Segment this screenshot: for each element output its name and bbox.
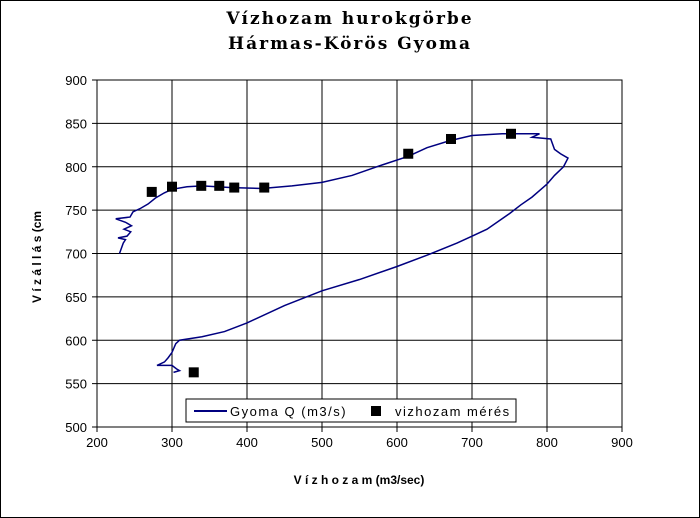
measurement-marker: [188, 367, 199, 378]
measurement-marker: [259, 182, 270, 193]
chart-subtitle: Hármas-Körös Gyoma: [228, 34, 472, 54]
x-tick-label: 400: [236, 435, 258, 450]
legend-label-gyoma-q: Gyoma Q (m3/s): [230, 404, 347, 419]
x-tick-label: 800: [536, 435, 558, 450]
y-tick-label: 650: [65, 290, 87, 305]
y-tick-label: 700: [65, 247, 87, 262]
x-tick-label: 500: [311, 435, 333, 450]
measurement-marker: [196, 180, 207, 191]
y-tick-label: 750: [65, 203, 87, 218]
measurement-marker: [506, 128, 516, 139]
plot-area-border: [96, 79, 623, 428]
x-axis-label: V í z h o z a m (m3/sec): [294, 473, 425, 487]
measurement-marker: [229, 182, 240, 193]
x-tick-label: 200: [86, 435, 108, 450]
legend-label-meres: vizhozam mérés: [395, 404, 511, 419]
y-tick-label: 850: [65, 116, 87, 131]
measurement-marker: [403, 148, 414, 159]
y-tick-label: 500: [65, 420, 87, 435]
measurement-marker: [446, 133, 456, 144]
measurement-marker: [167, 181, 177, 192]
x-tick-label: 600: [386, 435, 408, 450]
y-tick-label: 800: [65, 160, 87, 175]
chart-title: Vízhozam hurokgörbe: [226, 9, 474, 29]
x-tick-label: 300: [161, 435, 183, 450]
legend-marker-swatch: [371, 406, 381, 416]
y-tick-label: 550: [65, 377, 87, 392]
legend-box: [185, 398, 517, 423]
series-line-gyoma-q: [115, 133, 569, 374]
x-tick-label: 700: [461, 435, 483, 450]
y-tick-label: 900: [65, 73, 87, 88]
y-axis-label: V í z á l l á s (cm: [30, 211, 44, 303]
x-tick-label: 900: [611, 435, 633, 450]
measurement-marker: [214, 180, 225, 191]
measurement-marker: [146, 186, 157, 197]
y-tick-label: 600: [65, 333, 87, 348]
